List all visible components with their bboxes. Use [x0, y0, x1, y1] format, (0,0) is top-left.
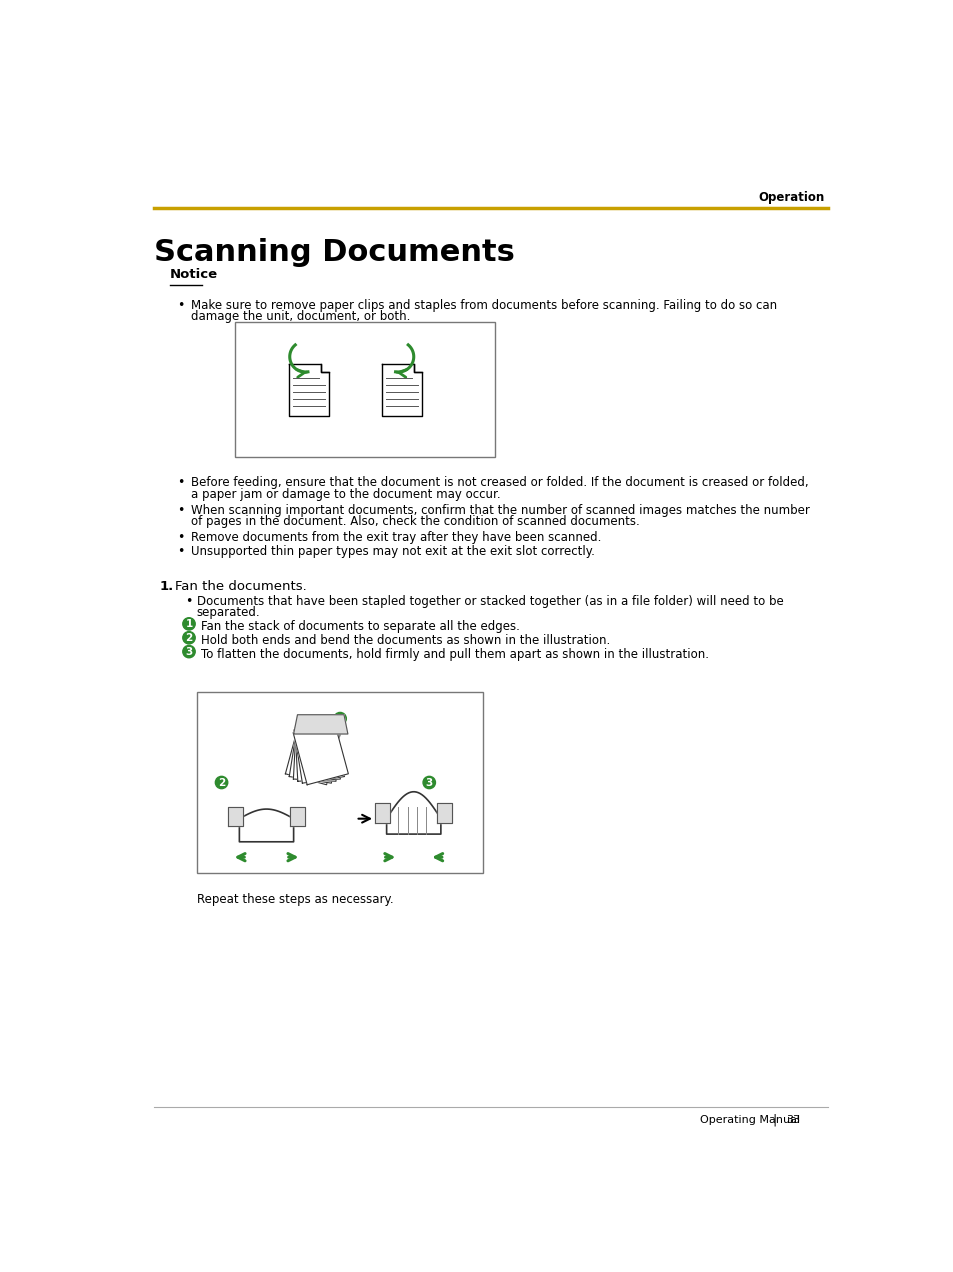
Text: 3: 3: [185, 646, 193, 656]
Text: 1.: 1.: [159, 580, 173, 593]
Text: Unsupported thin paper types may not exit at the exit slot correctly.: Unsupported thin paper types may not exi…: [191, 546, 594, 558]
Text: |: |: [771, 1113, 776, 1126]
Circle shape: [422, 776, 435, 789]
Polygon shape: [228, 808, 243, 827]
Polygon shape: [293, 721, 348, 785]
Text: When scanning important documents, confirm that the number of scanned images mat: When scanning important documents, confi…: [191, 504, 808, 516]
Polygon shape: [381, 364, 422, 416]
Text: separated.: separated.: [196, 607, 260, 619]
Text: Make sure to remove paper clips and staples from documents before scanning. Fail: Make sure to remove paper clips and stap…: [191, 299, 776, 312]
Text: •: •: [177, 546, 185, 558]
Text: •: •: [185, 595, 193, 608]
Text: 2: 2: [185, 632, 193, 642]
Text: Operation: Operation: [758, 191, 823, 204]
Text: Hold both ends and bend the documents as shown in the illustration.: Hold both ends and bend the documents as…: [200, 633, 609, 647]
Polygon shape: [375, 804, 390, 823]
Polygon shape: [239, 809, 294, 842]
Polygon shape: [294, 725, 338, 781]
Text: Scanning Documents: Scanning Documents: [154, 238, 515, 267]
Text: •: •: [177, 504, 185, 516]
Circle shape: [183, 618, 195, 630]
Text: Notice: Notice: [170, 268, 217, 281]
Text: Fan the documents.: Fan the documents.: [174, 580, 307, 593]
Polygon shape: [386, 791, 440, 834]
Circle shape: [215, 776, 228, 789]
Text: Operating Manual: Operating Manual: [700, 1114, 800, 1124]
Text: •: •: [177, 476, 185, 488]
Circle shape: [183, 632, 195, 644]
Text: 33: 33: [785, 1114, 799, 1124]
Text: Documents that have been stapled together or stacked together (as in a file fold: Documents that have been stapled togethe…: [196, 595, 782, 608]
Text: 2: 2: [217, 777, 225, 787]
Text: Fan the stack of documents to separate all the edges.: Fan the stack of documents to separate a…: [200, 619, 519, 633]
Polygon shape: [294, 724, 344, 784]
Polygon shape: [294, 715, 348, 734]
Polygon shape: [290, 808, 305, 827]
Polygon shape: [294, 725, 340, 781]
FancyBboxPatch shape: [196, 692, 483, 873]
Text: of pages in the document. Also, check the condition of scanned documents.: of pages in the document. Also, check th…: [191, 515, 639, 528]
FancyBboxPatch shape: [235, 322, 495, 457]
Circle shape: [183, 645, 195, 658]
Text: Remove documents from the exit tray after they have been scanned.: Remove documents from the exit tray afte…: [191, 532, 600, 544]
Polygon shape: [289, 364, 329, 416]
Text: •: •: [177, 299, 185, 312]
Polygon shape: [436, 804, 452, 823]
Text: damage the unit, document, or both.: damage the unit, document, or both.: [191, 310, 410, 323]
Circle shape: [334, 712, 346, 725]
Text: a paper jam or damage to the document may occur.: a paper jam or damage to the document ma…: [191, 487, 499, 501]
Text: 3: 3: [425, 777, 433, 787]
Polygon shape: [285, 721, 340, 785]
Text: 1: 1: [185, 619, 193, 628]
Text: To flatten the documents, hold firmly and pull them apart as shown in the illust: To flatten the documents, hold firmly an…: [200, 647, 708, 660]
Text: Repeat these steps as necessary.: Repeat these steps as necessary.: [196, 893, 393, 907]
Polygon shape: [289, 724, 339, 784]
Text: •: •: [177, 532, 185, 544]
Text: 1: 1: [336, 714, 343, 724]
Text: Before feeding, ensure that the document is not creased or folded. If the docume: Before feeding, ensure that the document…: [191, 476, 807, 488]
